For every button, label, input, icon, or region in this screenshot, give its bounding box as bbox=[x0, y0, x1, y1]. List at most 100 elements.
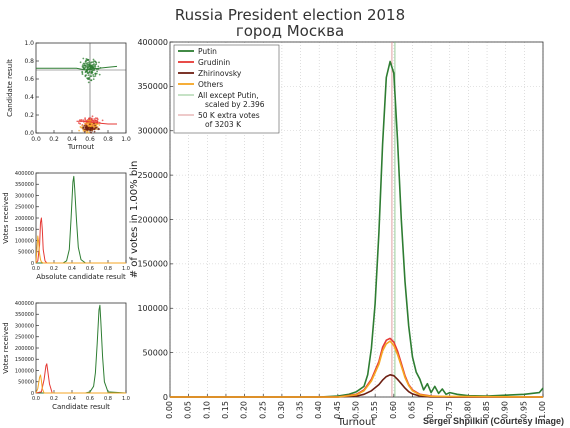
scatter-trend-line bbox=[36, 65, 118, 71]
y-tick-label: 150000 bbox=[15, 227, 34, 233]
image-credit: Sergei Shpilkin (Courtesy Image) bbox=[422, 416, 564, 426]
x-tick-label: 0.75 bbox=[445, 401, 454, 419]
y-tick-label: 150000 bbox=[137, 260, 168, 269]
scatter-point bbox=[94, 75, 97, 77]
scatter-point bbox=[83, 128, 86, 131]
y-tick-label: 200000 bbox=[15, 346, 34, 352]
y-tick-label: 350000 bbox=[15, 182, 34, 188]
scatter-point bbox=[92, 74, 95, 76]
scatter-point bbox=[91, 115, 94, 118]
series-others bbox=[35, 374, 126, 394]
scatter-point bbox=[91, 126, 93, 129]
scatter-point bbox=[97, 127, 100, 130]
x-tick-label: 0.35 bbox=[296, 401, 305, 419]
plot-main: 0.00 0.05 0.10 0.15 0.20 0.25 0.30 0.35 0.40 0.45… bbox=[129, 38, 547, 428]
legend-label: Others bbox=[198, 80, 223, 89]
scatter-point bbox=[83, 124, 86, 127]
x-tick-label: 0.80 bbox=[463, 401, 472, 419]
y-tick-label: 400000 bbox=[15, 301, 34, 307]
scatter-point bbox=[85, 124, 87, 127]
x-tick-label: 1.00 bbox=[538, 401, 547, 419]
scatter-point bbox=[89, 75, 92, 78]
y-axis-label: Votes received bbox=[2, 192, 10, 243]
y-tick-label: 0.0 bbox=[24, 130, 34, 137]
scatter-point bbox=[96, 70, 98, 73]
y-tick-label: 0.2 bbox=[24, 112, 34, 119]
x-axis-label: Turnout bbox=[67, 143, 95, 151]
scatter-point bbox=[90, 122, 93, 125]
y-tick-label: 400000 bbox=[15, 171, 34, 177]
series-grudinin bbox=[35, 217, 126, 264]
x-tick-label: 0.10 bbox=[202, 401, 211, 419]
scatter-point bbox=[85, 74, 87, 76]
x-tick-label: 0.8 bbox=[104, 266, 112, 272]
x-tick-label: 0.00 bbox=[165, 401, 174, 419]
y-tick-label: 0.6 bbox=[24, 76, 34, 83]
scatter-point bbox=[95, 63, 98, 66]
x-tick-label: 0.95 bbox=[519, 401, 528, 419]
scatter-point bbox=[88, 61, 91, 63]
chart-title: Russia President election 2018 bbox=[174, 6, 406, 24]
y-tick-label: 250000 bbox=[15, 205, 34, 211]
x-tick-label: 0.4 bbox=[67, 136, 77, 143]
y-tick-label: 400000 bbox=[137, 38, 168, 47]
scatter-point bbox=[96, 118, 99, 121]
plot-frame-abs bbox=[35, 172, 127, 264]
scatter-point bbox=[94, 124, 96, 127]
scatter-point bbox=[83, 62, 86, 65]
scatter-point bbox=[79, 61, 82, 64]
y-tick-label: 200000 bbox=[15, 216, 34, 222]
scatter-point bbox=[85, 127, 88, 129]
scatter-point bbox=[86, 59, 89, 62]
y-axis-label: Candidate result bbox=[6, 59, 14, 117]
scatter-point bbox=[86, 67, 89, 69]
x-axis-label: Turnout bbox=[337, 417, 376, 428]
scatter-point bbox=[90, 61, 92, 64]
scatter-point bbox=[84, 70, 87, 73]
y-axis-label: # of votes in 1.00% bin bbox=[129, 161, 140, 279]
scatter-point bbox=[84, 118, 87, 121]
y-tick-label: 0 bbox=[163, 393, 168, 402]
plot-rel: 0.0 0.2 0.4 0.6 0.8 1.0 0 50000 100000 150000 2000… bbox=[2, 301, 130, 411]
scatter-point bbox=[78, 129, 80, 132]
x-tick-label: 0.15 bbox=[221, 401, 230, 419]
scatter-point bbox=[95, 72, 98, 75]
x-tick-label: 0.4 bbox=[68, 396, 76, 402]
scatter-point bbox=[93, 75, 95, 78]
plot-frame-rel bbox=[35, 302, 127, 394]
scatter-point bbox=[81, 65, 84, 68]
scatter-point bbox=[91, 130, 93, 132]
x-tick-label: 0.85 bbox=[482, 401, 491, 419]
scatter-point bbox=[81, 73, 84, 75]
series-putin bbox=[36, 175, 126, 264]
scatter-point bbox=[89, 123, 91, 126]
scatter-point bbox=[86, 63, 89, 66]
x-tick-label: 0.4 bbox=[68, 266, 76, 272]
scatter-point bbox=[79, 126, 82, 128]
y-tick-label: 50000 bbox=[18, 380, 34, 386]
scatter-point bbox=[94, 117, 97, 120]
scatter-point bbox=[92, 58, 95, 61]
legend-label: Grudinin bbox=[198, 58, 230, 67]
legend-label: All except Putin, bbox=[198, 91, 259, 100]
y-tick-label: 0 bbox=[31, 261, 34, 267]
plot-scatter: 0.0 0.2 0.4 0.6 0.8 1.0 0.0 0.2 0.4 0.6 0.8 1.0 Turn… bbox=[6, 40, 131, 151]
x-tick-label: 0.45 bbox=[333, 401, 342, 419]
x-tick-label: 0.2 bbox=[50, 396, 58, 402]
legend-label: Zhirinovsky bbox=[198, 69, 242, 78]
scatter-point bbox=[89, 129, 92, 132]
x-tick-label: 0.6 bbox=[85, 136, 95, 143]
scatter-point bbox=[87, 62, 89, 64]
y-tick-label: 300000 bbox=[15, 323, 34, 329]
y-tick-label: 50000 bbox=[18, 250, 34, 256]
x-tick-label: 0.0 bbox=[32, 266, 40, 272]
scatter-point bbox=[81, 64, 84, 66]
x-tick-label: 0.30 bbox=[277, 401, 286, 419]
y-tick-label: 350000 bbox=[137, 82, 168, 91]
y-tick-label: 50000 bbox=[143, 348, 168, 357]
scatter-point bbox=[82, 119, 84, 122]
y-tick-label: 300000 bbox=[137, 127, 168, 136]
x-tick-label: 1.0 bbox=[122, 396, 130, 402]
plot-frame-scatter bbox=[35, 42, 127, 134]
scatter-point bbox=[98, 73, 101, 76]
